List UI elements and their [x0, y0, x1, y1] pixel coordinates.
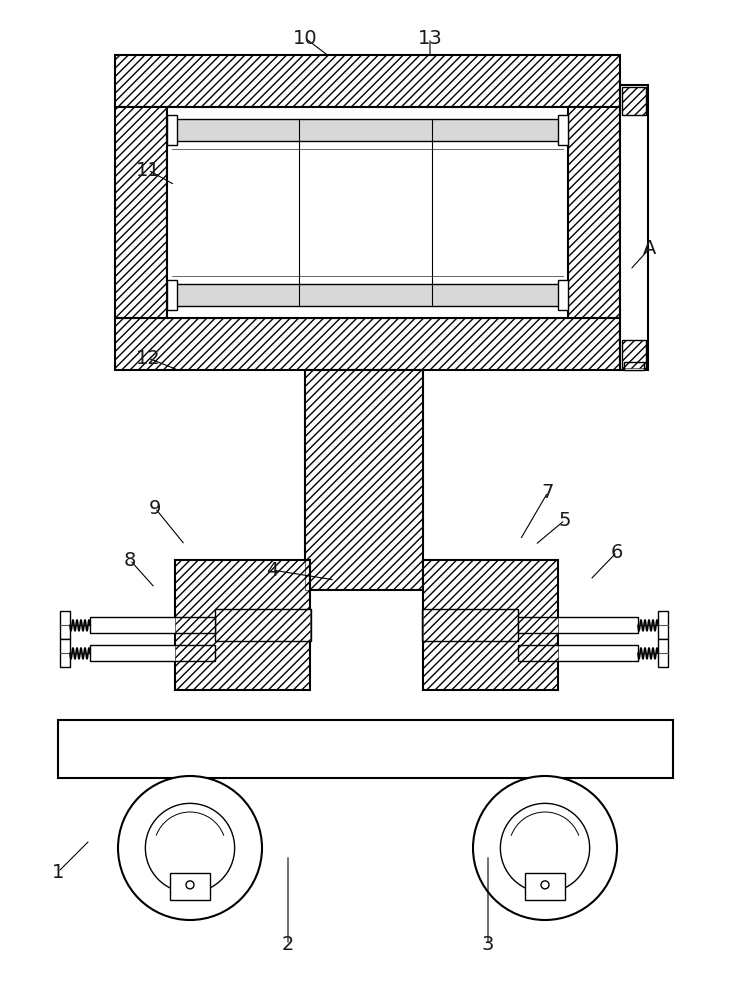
Bar	[115, 318, 620, 370]
Bar	[658, 639, 668, 667]
Bar	[622, 87, 646, 115]
Bar	[171, 284, 564, 306]
Bar	[170, 873, 210, 900]
Text: 6: 6	[611, 542, 623, 562]
Bar	[518, 645, 638, 661]
Text: A: A	[643, 238, 657, 257]
Bar	[115, 107, 167, 318]
Bar	[568, 107, 620, 318]
Circle shape	[500, 803, 590, 893]
Text: 4: 4	[266, 560, 278, 580]
Bar	[115, 55, 620, 107]
Bar	[167, 280, 177, 310]
Circle shape	[186, 881, 194, 889]
Bar	[167, 115, 177, 145]
Text: 13: 13	[418, 28, 443, 47]
Bar	[58, 720, 673, 778]
Bar	[423, 560, 558, 690]
Text: 5: 5	[558, 510, 572, 530]
Bar	[90, 617, 215, 633]
Bar	[423, 560, 558, 690]
Bar	[568, 107, 620, 318]
Bar	[175, 560, 310, 690]
Text: 1: 1	[52, 862, 64, 882]
Bar	[518, 617, 638, 633]
Circle shape	[145, 803, 235, 893]
Text: 10: 10	[292, 28, 317, 47]
Bar	[558, 115, 568, 145]
Text: 2: 2	[282, 936, 295, 954]
Bar	[305, 370, 423, 590]
Bar	[624, 362, 644, 370]
Bar	[175, 560, 310, 690]
Circle shape	[473, 776, 617, 920]
Bar	[305, 370, 423, 590]
Bar	[525, 873, 565, 900]
Bar	[658, 611, 668, 639]
Text: 9: 9	[149, 498, 161, 518]
Text: 3: 3	[482, 936, 494, 954]
Bar	[167, 107, 568, 318]
Circle shape	[541, 881, 549, 889]
Bar	[558, 280, 568, 310]
Bar	[60, 611, 70, 639]
Bar	[171, 119, 564, 141]
Bar	[90, 645, 215, 661]
Bar	[60, 639, 70, 667]
Circle shape	[118, 776, 262, 920]
Text: 7: 7	[542, 483, 554, 502]
Text: 12: 12	[136, 349, 160, 367]
Bar	[215, 609, 311, 641]
Text: 8: 8	[124, 550, 136, 570]
Bar	[622, 340, 646, 368]
Bar	[622, 87, 646, 115]
Bar	[115, 318, 620, 370]
Bar	[622, 340, 646, 368]
Bar	[620, 85, 648, 370]
Bar	[422, 609, 518, 641]
Bar	[115, 55, 620, 107]
Text: 11: 11	[136, 160, 160, 180]
Bar	[115, 107, 167, 318]
